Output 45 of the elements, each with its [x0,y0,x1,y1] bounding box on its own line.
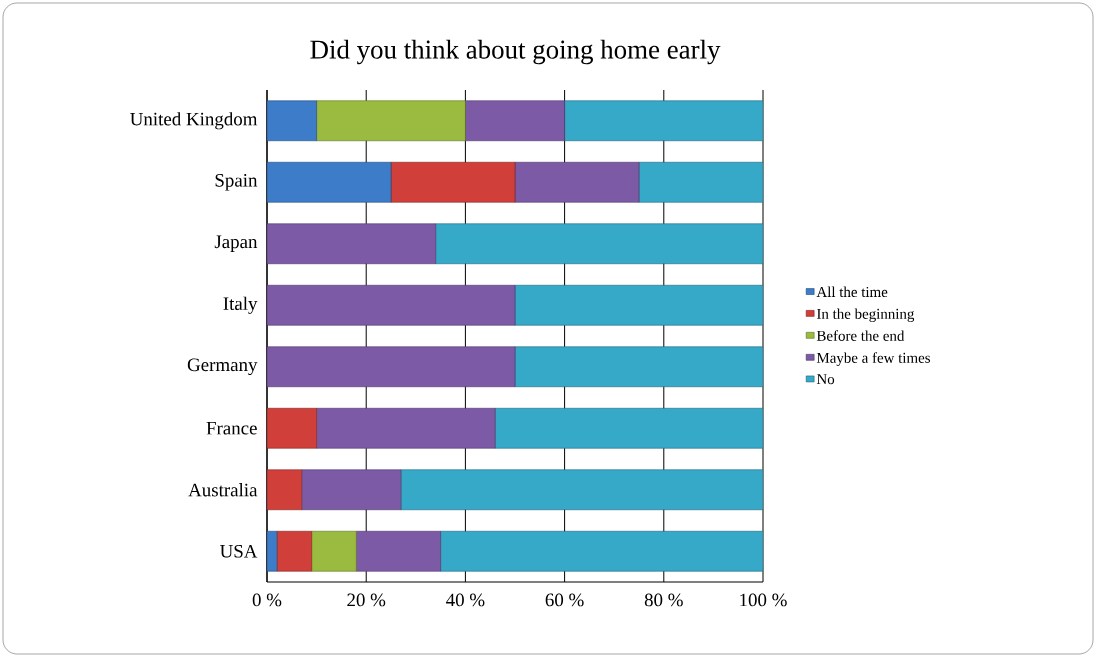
x-tick-label: 100 % [740,593,787,607]
y-tick-label: Spain [215,173,258,191]
bar [440,530,764,572]
bar [267,284,516,326]
bar [355,530,441,572]
bar [267,161,392,203]
x-tick-label: 40 % [446,593,485,607]
bar [514,346,764,388]
x-tick-label: 20 % [347,593,386,607]
bar [301,469,402,511]
bar [465,100,565,142]
bar [267,346,516,388]
y-tick-label: Germany [187,358,258,376]
bar [267,469,303,511]
bar [276,530,312,572]
y-tick-label: Australia [188,483,258,497]
legend-label: In the beginning [816,308,915,322]
bar [311,530,357,572]
y-tick-label: United Kingdom [130,112,258,130]
legend-label: Before the end [816,330,905,341]
y-tick-label: France [206,421,257,435]
bar [514,284,764,326]
bar [638,161,764,203]
bar [267,100,317,142]
x-tick-label: 80 % [644,593,683,607]
legend-label: No [816,374,835,385]
y-tick-label: Japan [214,235,258,252]
x-tick-label: 0 % [252,593,282,607]
legend-label: Maybe a few times [816,352,930,366]
x-tick-label: 60 % [545,593,584,607]
bar [267,223,436,265]
bar [400,469,764,511]
chart-title: Did you think about going home early [310,39,721,65]
bar [514,161,640,203]
bar [267,530,278,572]
bar [267,407,317,449]
y-tick-label: USA [220,544,258,558]
y-tick-label: Italy [223,296,258,314]
bar [316,407,496,449]
bar [564,100,764,142]
legend-label: All the time [816,286,888,298]
bar [390,161,516,203]
bar [316,100,466,142]
bar [435,223,764,265]
bar [494,407,764,449]
